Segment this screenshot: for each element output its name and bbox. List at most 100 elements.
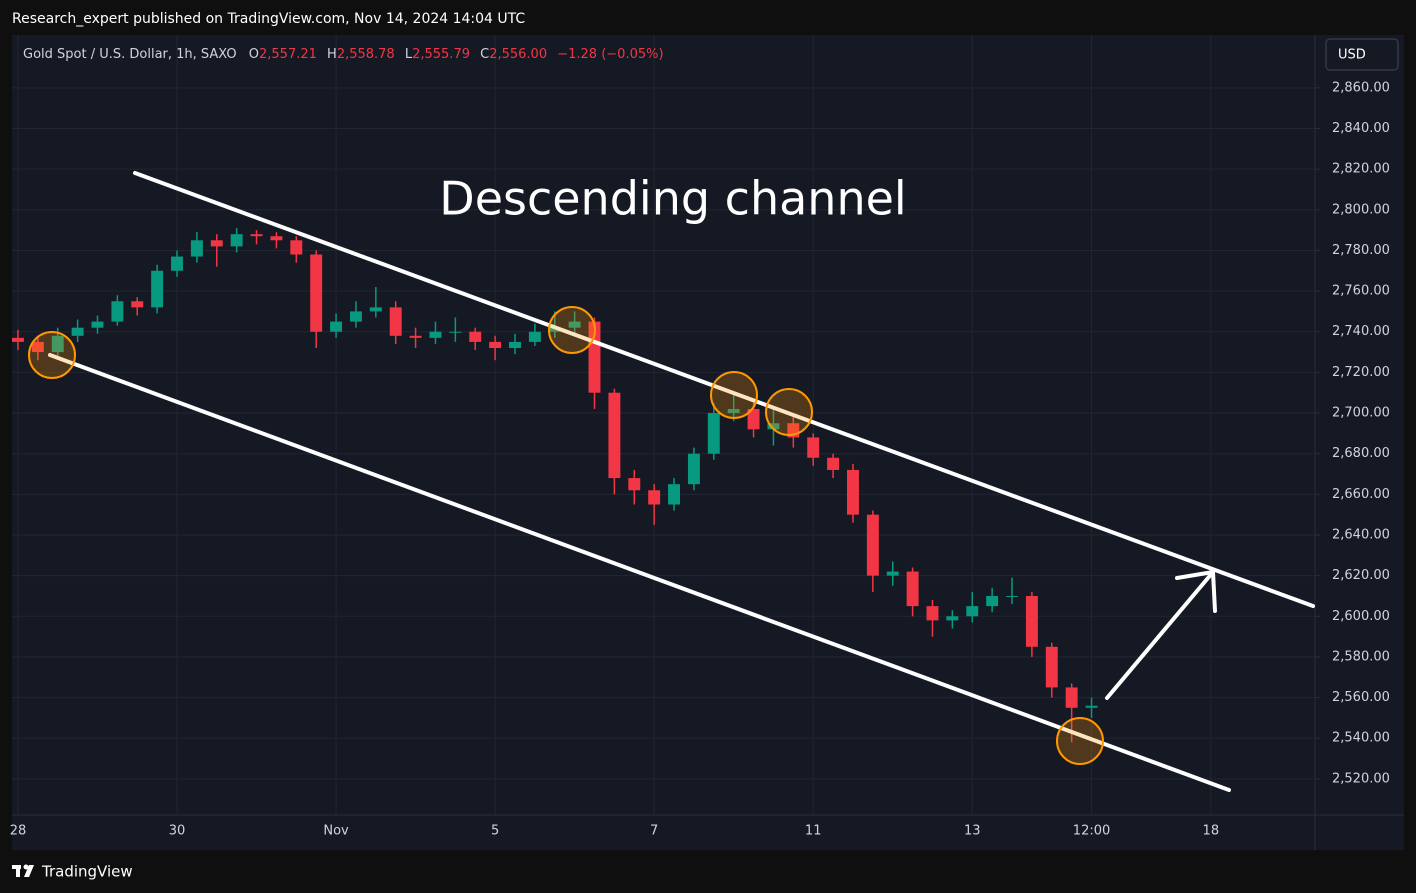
- arrow-shaft: [1105, 570, 1215, 700]
- candle-body: [1065, 687, 1078, 708]
- candle-body: [687, 453, 700, 485]
- x-tick-label: 30: [169, 824, 186, 839]
- candle-body: [966, 606, 979, 617]
- candle-body: [71, 327, 84, 336]
- candle-body: [946, 616, 959, 621]
- symbol: Gold Spot / U.S. Dollar, 1h, SAXO: [23, 47, 237, 62]
- currency-label: USD: [1338, 48, 1366, 63]
- close-label: C: [480, 47, 489, 62]
- candle-body: [886, 571, 899, 576]
- x-tick-label: 13: [964, 824, 981, 839]
- candle-body: [1045, 646, 1058, 688]
- y-tick-label: 2,520.00: [1332, 771, 1390, 786]
- high-label: H: [327, 47, 337, 62]
- y-tick-label: 2,840.00: [1332, 121, 1390, 136]
- candle-body: [230, 234, 243, 247]
- candle-body: [608, 392, 621, 479]
- candle-body: [12, 337, 24, 342]
- brand-logo: [12, 864, 34, 877]
- candle-body: [171, 256, 183, 271]
- candle-body: [210, 240, 223, 247]
- y-tick-label: 2,780.00: [1332, 243, 1390, 258]
- x-tick-label: 7: [650, 824, 658, 839]
- candle-body: [986, 595, 999, 607]
- candle-body: [628, 478, 641, 491]
- candle-body: [588, 321, 601, 393]
- candle-body: [528, 331, 541, 342]
- candle-body: [449, 331, 462, 333]
- y-tick-label: 2,700.00: [1332, 406, 1390, 421]
- y-tick-label: 2,680.00: [1332, 446, 1390, 461]
- channel-lower: [48, 353, 1231, 792]
- open-label: O: [249, 47, 259, 62]
- close-value: 2,556.00: [489, 47, 547, 62]
- logo-part: [23, 864, 29, 870]
- touch-circle: [710, 371, 758, 419]
- y-tick-label: 2,800.00: [1332, 202, 1390, 217]
- high-value: 2,558.78: [337, 47, 395, 62]
- candle-body: [668, 484, 681, 505]
- candle-body: [906, 571, 919, 607]
- candle-body: [747, 408, 760, 430]
- candle-body: [91, 321, 104, 328]
- candle-body: [727, 408, 740, 414]
- candle-body: [250, 234, 263, 237]
- candle-body: [767, 423, 780, 430]
- candle-body: [131, 301, 144, 308]
- candle-body: [489, 341, 502, 349]
- channel-upper: [133, 171, 1315, 608]
- currency-button[interactable]: [1325, 38, 1399, 71]
- candle-body: [807, 437, 820, 458]
- candle-body: [1085, 705, 1098, 708]
- candle-body: [190, 240, 203, 257]
- candle-body: [1025, 595, 1038, 647]
- y-tick-label: 2,720.00: [1332, 365, 1390, 380]
- candle-body: [290, 240, 303, 255]
- candle-body: [389, 307, 402, 336]
- candle-body: [310, 254, 323, 332]
- x-tick-label: 18: [1203, 824, 1220, 839]
- y-tick-label: 2,860.00: [1332, 80, 1390, 95]
- candle-body: [707, 413, 720, 454]
- logo-part: [24, 865, 34, 877]
- candle-body: [429, 331, 442, 338]
- candle-body: [548, 327, 561, 332]
- candle-body: [509, 341, 521, 349]
- grid: [12, 35, 1320, 815]
- candle-body: [270, 236, 283, 241]
- candle-body: [409, 335, 422, 338]
- candle-body: [926, 606, 939, 621]
- y-tick-label: 2,640.00: [1332, 527, 1390, 542]
- annotation: Descending channel: [439, 172, 906, 226]
- y-tick-label: 2,760.00: [1332, 284, 1390, 299]
- candle-body: [866, 514, 879, 576]
- candle-body: [568, 321, 581, 328]
- touch-circle: [1056, 717, 1104, 765]
- y-tick-label: 2,580.00: [1332, 649, 1390, 664]
- arrow-head: [1175, 569, 1217, 613]
- x-tick-label: 28: [10, 824, 27, 839]
- candle-body: [330, 321, 343, 332]
- candle-body: [847, 469, 859, 515]
- y-tick-label: 2,820.00: [1332, 162, 1390, 177]
- touch-circles: [28, 306, 1104, 765]
- x-tick-label: Nov: [323, 824, 349, 839]
- change-value: −1.28 (−0.05%): [557, 47, 663, 62]
- candle-body: [1006, 595, 1018, 597]
- candle-body: [51, 335, 64, 353]
- candle-body: [151, 270, 164, 308]
- candle-body: [111, 301, 124, 322]
- touch-circle: [548, 306, 596, 354]
- candles: [12, 228, 1098, 743]
- x-tick-label: 12:00: [1073, 824, 1110, 839]
- logo-part: [16, 865, 20, 877]
- candle-body: [827, 457, 840, 470]
- candle-body: [31, 341, 44, 353]
- header-text: Research_expert published on TradingView…: [12, 11, 525, 27]
- x-tick-label: 5: [491, 824, 499, 839]
- candle-body: [349, 311, 362, 322]
- touch-circle: [28, 331, 76, 379]
- low-label: L: [405, 47, 413, 62]
